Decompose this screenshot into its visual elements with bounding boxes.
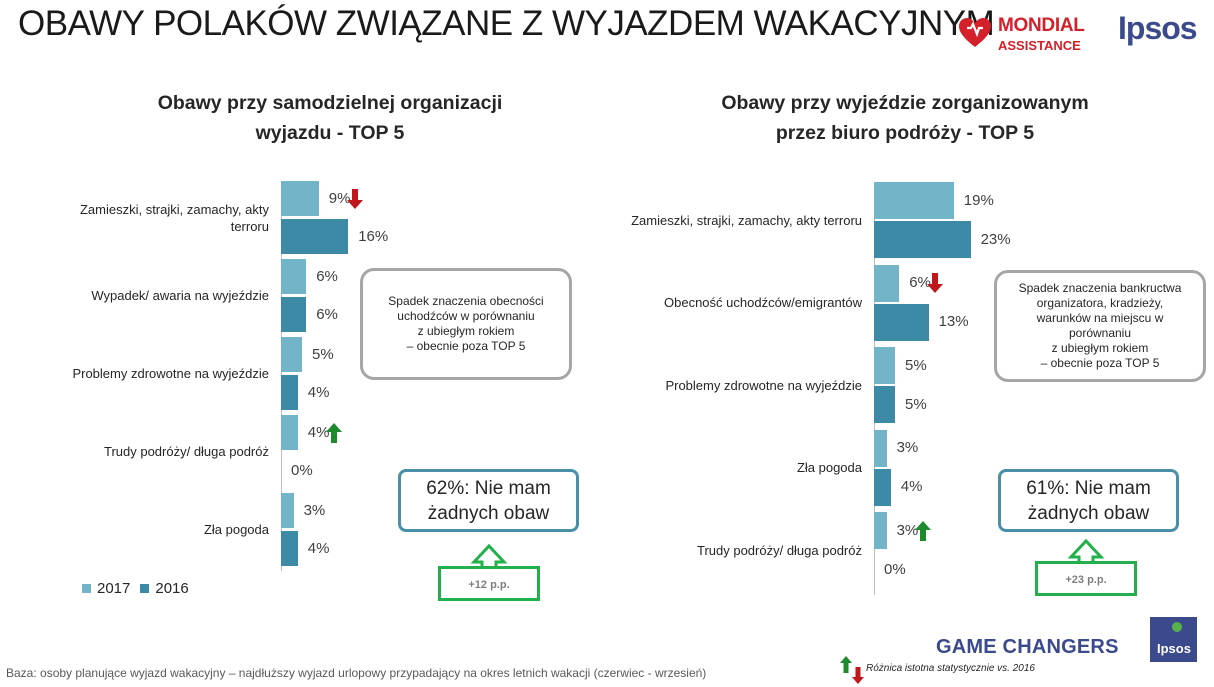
bar-2016 xyxy=(281,219,349,254)
value-label-2016: 6% xyxy=(316,305,338,323)
bar-2017 xyxy=(281,337,302,372)
note-left-line: z ubiegłym rokiem xyxy=(417,324,515,338)
bar-2016 xyxy=(281,375,298,410)
legend-label-2016: 2016 xyxy=(155,580,189,597)
no-concerns-left: 62%: Nie mam żadnych obaw xyxy=(398,469,579,532)
mondial-assistance-logo: MONDIAL ASSISTANCE xyxy=(958,12,1098,56)
legend-swatch-2016 xyxy=(140,584,150,593)
value-label-2017: 19% xyxy=(963,191,994,209)
no-concerns-left-line2: żadnych obaw xyxy=(427,502,550,524)
note-right-line: Spadek znaczenia bankructwa xyxy=(1018,281,1182,295)
category-label: Problemy zdrowotne na wyjeździe xyxy=(72,366,269,381)
legend-label-2017: 2017 xyxy=(97,580,131,597)
bar-2017 xyxy=(281,493,294,528)
bar-2017 xyxy=(874,429,887,467)
value-label-2017: 3% xyxy=(896,521,919,539)
game-changers-logo: GAME CHANGERS xyxy=(936,636,1119,658)
note-right-line: warunków na miejscu w xyxy=(1036,311,1164,325)
no-concerns-right-line2: żadnych obaw xyxy=(1027,502,1150,524)
value-label-2016: 4% xyxy=(307,539,330,557)
note-left-line: Spadek znaczenia obecności xyxy=(388,294,544,308)
bar-2017 xyxy=(874,182,954,219)
no-concerns-left-line1: 62%: Nie mam xyxy=(426,477,551,499)
value-label-2016: 5% xyxy=(905,395,927,413)
decrease-arrow-icon xyxy=(347,188,363,209)
value-label-2017: 5% xyxy=(905,356,927,374)
category-label: Wypadek/ awaria na wyjeździe xyxy=(91,288,269,303)
legend: 2017 2016 xyxy=(82,580,189,597)
category-label: Trudy podróży/ długa podróż xyxy=(103,444,269,459)
chart-right-title-line2: przez biuro podróży - TOP 5 xyxy=(775,122,1035,144)
value-label-2016: 0% xyxy=(884,560,906,578)
increase-right-label: +23 p.p. xyxy=(1065,574,1106,586)
chart-left-title-line2: wyjazdu - TOP 5 xyxy=(255,122,405,144)
note-right-line: z ubiegłym rokiem xyxy=(1051,341,1149,355)
ipsos-logo: Ipsos xyxy=(1118,10,1198,46)
note-right-line: organizatora, kradzieży, xyxy=(1036,296,1164,310)
note-left-line: – obecnie poza TOP 5 xyxy=(406,339,526,353)
category-label: Problemy zdrowotne na wyjeździe xyxy=(665,377,862,393)
bar-2017 xyxy=(874,264,900,302)
page-title: OBAWY POLAKÓW ZWIĄZANE Z WYJAZDEM WAKACY… xyxy=(18,4,995,43)
ipsos-small-logo-text: Ipsos xyxy=(1157,641,1191,656)
bar-2017 xyxy=(874,512,887,549)
value-label-2017: 4% xyxy=(307,423,330,441)
bar-2016 xyxy=(281,531,298,566)
bar-2017 xyxy=(281,415,298,450)
note-right-line: – obecnie poza TOP 5 xyxy=(1040,356,1160,370)
chart-left-title-line1: Obawy przy samodzielnej organizacji xyxy=(157,92,503,114)
significance-legend-icon xyxy=(840,656,864,684)
category-label: Obecność uchodźców/emigrantów xyxy=(664,295,862,310)
value-label-2017: 5% xyxy=(312,345,334,363)
no-concerns-right: 61%: Nie mam żadnych obaw xyxy=(998,469,1179,532)
value-label-2016: 13% xyxy=(938,313,969,330)
value-label-2016: 16% xyxy=(358,227,389,245)
category-label: Trudy podróży/ długa podróż xyxy=(696,542,862,558)
increase-badge-left: +12 p.p. xyxy=(438,543,540,601)
legend-swatch-2017 xyxy=(82,584,91,593)
category-label: Zamieszki, strajki, zamachy, akty terror… xyxy=(79,201,269,234)
note-left-line: uchodźców w porównaniu xyxy=(397,309,535,323)
value-label-2016: 23% xyxy=(980,230,1011,248)
bar-2016 xyxy=(874,221,971,258)
value-label-2016: 0% xyxy=(291,461,313,479)
note-right: Spadek znaczenia bankructwa organizatora… xyxy=(994,270,1206,382)
chart-right-title-line1: Obawy przy wyjeździe zorganizowanym xyxy=(721,92,1089,114)
no-concerns-right-line1: 61%: Nie mam xyxy=(1026,477,1151,499)
value-label-2016: 4% xyxy=(307,383,330,401)
bar-2016 xyxy=(874,303,929,341)
increase-left-label: +12 p.p. xyxy=(468,579,509,591)
value-label-2017: 9% xyxy=(328,189,351,207)
value-label-2017: 6% xyxy=(909,274,931,291)
category-label: Zamieszki, strajki, zamachy, akty terror… xyxy=(631,212,862,228)
significance-note: Różnica istotna statystycznie vs. 2016 xyxy=(866,663,1035,674)
increase-arrow-icon xyxy=(914,520,931,541)
bar-2016 xyxy=(874,468,891,506)
bar-2017 xyxy=(281,181,319,216)
bar-2017 xyxy=(281,259,307,294)
footer-base-note: Baza: osoby planujące wyjazd wakacyjny –… xyxy=(6,666,707,680)
increase-badge-right: +23 p.p. xyxy=(1035,538,1137,596)
bar-2017 xyxy=(874,347,895,384)
assistance-logo-text: ASSISTANCE xyxy=(998,38,1081,53)
increase-arrow-icon xyxy=(326,422,342,443)
chart-right-title: Obawy przy wyjeździe zorganizowanym prze… xyxy=(675,88,1135,148)
mondial-heart-icon xyxy=(959,18,991,47)
value-label-2016: 4% xyxy=(900,478,923,495)
note-left: Spadek znaczenia obecności uchodźców w p… xyxy=(360,268,572,380)
category-label: Zła pogoda xyxy=(796,460,862,475)
value-label-2017: 3% xyxy=(303,501,326,519)
value-label-2017: 3% xyxy=(896,439,919,456)
ipsos-small-logo: Ipsos xyxy=(1150,617,1197,662)
bar-2016 xyxy=(281,297,307,332)
ipsos-figure-icon xyxy=(1172,622,1182,632)
bar-2016 xyxy=(874,386,895,423)
mondial-logo-text: MONDIAL xyxy=(998,15,1085,36)
note-right-line: porównaniu xyxy=(1068,326,1132,340)
category-label: Zła pogoda xyxy=(203,522,269,537)
decrease-arrow-icon xyxy=(927,273,944,293)
chart-left-title: Obawy przy samodzielnej organizacji wyja… xyxy=(120,88,540,148)
value-label-2017: 6% xyxy=(316,267,338,285)
